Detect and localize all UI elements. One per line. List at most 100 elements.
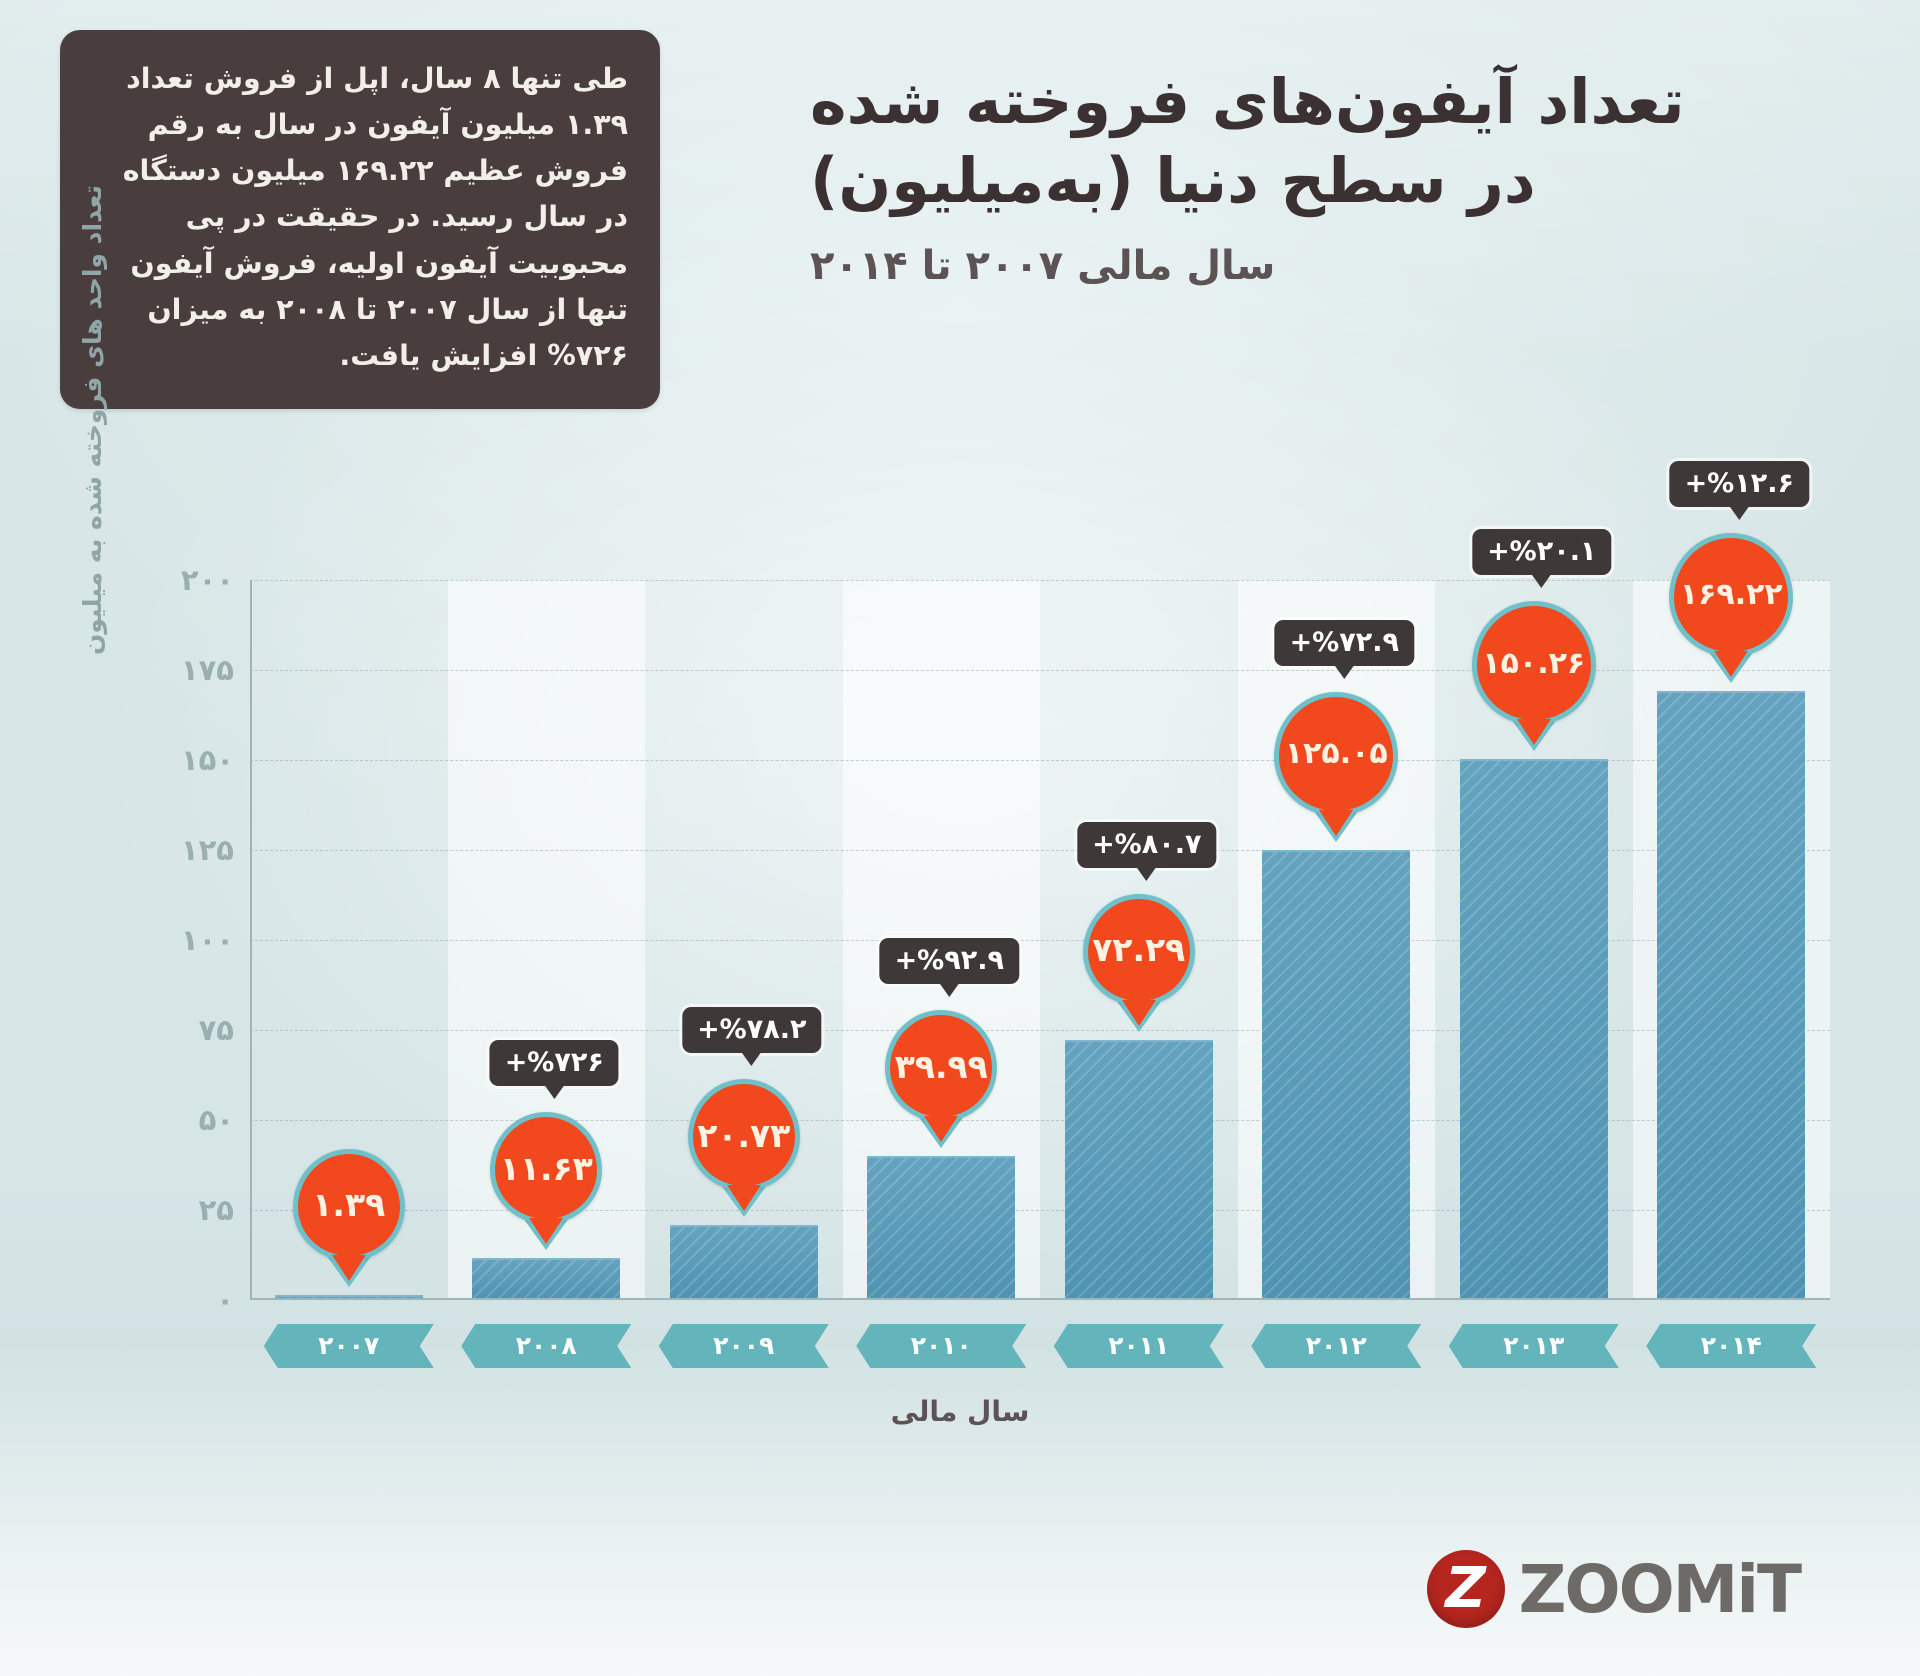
value-pin-label: ۱.۳۹ [312, 1185, 386, 1225]
page-subtitle: سال مالی ۲۰۰۷ تا ۲۰۱۴ [810, 242, 1276, 289]
growth-badge[interactable]: +%۷۲.۹ [1274, 619, 1414, 679]
value-pin-body: ۱۲۵.۰۵ [1274, 691, 1399, 816]
y-axis-tick-label: ۲۰۰ [180, 563, 234, 597]
x-axis-line [250, 1298, 1830, 1300]
y-axis-tick-label: ۲۵ [198, 1193, 234, 1227]
y-axis-tick-label: ۰ [216, 1283, 234, 1317]
value-pin[interactable]: ۱.۳۹ [292, 1148, 405, 1287]
value-pin-stem [1714, 650, 1749, 677]
growth-badge[interactable]: +%۹۲.۹ [879, 938, 1019, 998]
x-axis-label-2008[interactable]: ۲۰۰۸ [461, 1324, 631, 1368]
value-pin-label: ۲۰.۷۳ [697, 1115, 791, 1155]
y-axis-tick-label: ۱۷۵ [180, 653, 234, 687]
y-axis-line [250, 580, 252, 1300]
bar[interactable] [1064, 1039, 1213, 1300]
growth-badge-tail [741, 1052, 762, 1067]
y-axis-tick-label: ۱۲۵ [180, 833, 234, 867]
gridline [250, 1120, 1830, 1121]
x-axis-label-2014[interactable]: ۲۰۱۴ [1646, 1324, 1816, 1368]
value-pin-label: ۱۱.۶۳ [499, 1148, 593, 1188]
bar[interactable] [1657, 690, 1806, 1300]
x-axis-label-2010[interactable]: ۲۰۱۰ [856, 1324, 1026, 1368]
page-header: تعداد آیفون‌های فروخته شده در سطح دنیا (… [810, 62, 1840, 289]
value-pin-stem [924, 1116, 959, 1143]
gridline [250, 1210, 1830, 1211]
value-pin-stem [1319, 809, 1354, 836]
x-axis-label-2009[interactable]: ۲۰۰۹ [659, 1324, 829, 1368]
bar[interactable] [669, 1225, 818, 1300]
value-pin-stem [331, 1254, 366, 1281]
growth-badge[interactable]: +%۱۲.۶ [1669, 460, 1809, 520]
y-axis-tick-label: ۵۰ [198, 1103, 234, 1137]
growth-badge[interactable]: +%۷۲۶ [489, 1040, 619, 1100]
value-pin-label: ۱۲۵.۰۵ [1284, 736, 1388, 772]
y-axis-tick-label: ۱۰۰ [180, 923, 234, 957]
gridline [250, 760, 1830, 761]
bar[interactable] [472, 1258, 621, 1300]
value-pin-label: ۱۶۹.۲۲ [1679, 577, 1783, 613]
zoomit-logo-mark: Z [1426, 1550, 1505, 1628]
growth-badge-tail [544, 1085, 565, 1100]
value-pin-label: ۷۲.۲۹ [1092, 930, 1186, 970]
growth-badge-tail [1136, 866, 1157, 881]
value-pin[interactable]: ۱۱.۶۳ [490, 1112, 603, 1251]
growth-badge-tail [1334, 664, 1355, 679]
value-pin-body: ۱۱.۶۳ [490, 1112, 603, 1225]
callout-tail [240, 357, 284, 391]
value-pin[interactable]: ۱۵۰.۲۶ [1471, 601, 1596, 752]
value-pin[interactable]: ۳۹.۹۹ [885, 1010, 998, 1149]
growth-badge-label: +%۷۸.۲ [697, 1014, 807, 1046]
growth-badge-label: +%۲۰.۱ [1487, 536, 1597, 568]
value-pin-stem [1516, 719, 1551, 746]
value-pin-body: ۷۲.۲۹ [1082, 893, 1195, 1006]
growth-badge-tail [939, 983, 960, 998]
bar[interactable] [1459, 759, 1608, 1300]
value-pin[interactable]: ۲۰.۷۳ [687, 1079, 800, 1218]
gridline [250, 670, 1830, 671]
page-title-line-1: تعداد آیفون‌های فروخته شده [810, 65, 1686, 138]
x-axis-label-2007[interactable]: ۲۰۰۷ [264, 1324, 434, 1368]
x-axis-label-2013[interactable]: ۲۰۱۳ [1449, 1324, 1619, 1368]
x-axis-label-2011[interactable]: ۲۰۱۱ [1054, 1324, 1224, 1368]
x-axis-label-2012[interactable]: ۲۰۱۲ [1251, 1324, 1421, 1368]
y-axis-tick-label: ۷۵ [198, 1013, 234, 1047]
y-axis-tick-label: ۱۵۰ [180, 743, 234, 777]
bar[interactable] [1262, 849, 1411, 1300]
value-pin-body: ۱۶۹.۲۲ [1669, 532, 1794, 657]
value-pin[interactable]: ۱۶۹.۲۲ [1669, 532, 1794, 683]
zoomit-logo-text: ZOOMiT [1518, 1550, 1802, 1628]
growth-badge-label: +%۹۲.۹ [894, 945, 1004, 977]
growth-badge-tail [1531, 574, 1552, 589]
growth-badge[interactable]: +%۸۰.۷ [1077, 821, 1217, 881]
gridline [250, 1030, 1830, 1031]
value-pin-body: ۲۰.۷۳ [687, 1079, 800, 1192]
growth-badge[interactable]: +%۲۰.۱ [1472, 529, 1612, 589]
growth-badge-label: +%۷۲۶ [504, 1047, 604, 1079]
value-pin-body: ۱.۳۹ [292, 1148, 405, 1261]
x-axis-title: سال مالی [890, 1395, 1030, 1428]
growth-badge-label: +%۸۰.۷ [1092, 828, 1202, 860]
value-pin-stem [529, 1218, 564, 1245]
bar[interactable] [867, 1156, 1016, 1300]
gridline [250, 850, 1830, 851]
growth-badge-tail [1729, 505, 1750, 520]
y-axis-title: تعداد واحد های فروخته شده به میلیون [78, 184, 107, 656]
value-pin-body: ۳۹.۹۹ [885, 1010, 998, 1123]
value-pin-label: ۳۹.۹۹ [894, 1046, 988, 1086]
page-title-line-2: در سطح دنیا (به‌میلیون) [810, 144, 1537, 218]
value-pin[interactable]: ۷۲.۲۹ [1082, 893, 1195, 1032]
value-pin[interactable]: ۱۲۵.۰۵ [1274, 691, 1399, 842]
growth-badge[interactable]: +%۷۸.۲ [682, 1007, 822, 1067]
gridline [250, 580, 1830, 581]
value-pin-stem [726, 1185, 761, 1212]
growth-badge-label: +%۱۲.۶ [1684, 467, 1794, 499]
zoomit-logo-mark-letter: Z [1445, 1556, 1486, 1621]
value-pin-label: ۱۵۰.۲۶ [1482, 645, 1586, 681]
background-bottom-fade [0, 1346, 1920, 1676]
value-pin-stem [1121, 999, 1156, 1026]
growth-badge-label: +%۷۲.۹ [1289, 626, 1399, 658]
callout-box: طی تنها ۸ سال، اپل از فروش تعداد ۱.۳۹ می… [60, 30, 660, 410]
gridline [250, 940, 1830, 941]
value-pin-body: ۱۵۰.۲۶ [1471, 601, 1596, 726]
zoomit-logo: Z ZOOMiT [1426, 1550, 1802, 1628]
